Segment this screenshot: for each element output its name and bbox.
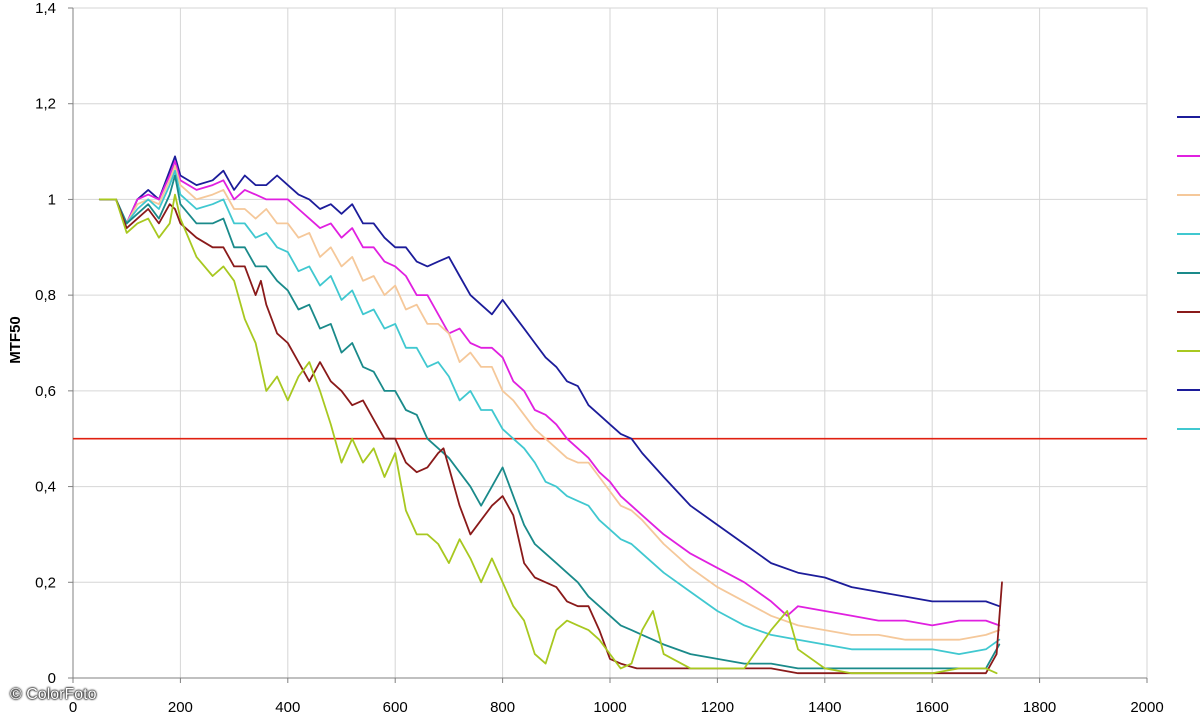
axes — [68, 7, 1148, 683]
x-tick-label: 1400 — [808, 699, 841, 716]
y-tick-label: 0,4 — [35, 479, 56, 496]
y-tick-label: 0 — [48, 670, 56, 687]
x-tick-label: 2000 — [1130, 699, 1163, 716]
grid-lines — [72, 7, 1148, 679]
y-axis-title: MTF50 — [7, 316, 24, 364]
x-tick-label: 800 — [490, 699, 515, 716]
series-line-3 — [98, 164, 1001, 641]
y-tick-label: 0,6 — [35, 383, 56, 400]
series-line-1 — [98, 155, 1001, 608]
x-tick-label: 1200 — [701, 699, 734, 716]
y-tick-label: 0,8 — [35, 287, 56, 304]
x-tick-label: 400 — [275, 699, 300, 716]
y-tick-labels: 0 0,2 0,4 0,6 0,8 1 1,2 1,4 — [35, 0, 56, 687]
x-tick-label: 200 — [168, 699, 193, 716]
series-line-5 — [98, 174, 1001, 670]
series-line-6 — [98, 198, 1003, 675]
series-line-2 — [98, 160, 1001, 627]
series-line-7 — [98, 193, 998, 675]
x-tick-label: 600 — [383, 699, 408, 716]
legend — [1177, 116, 1200, 430]
watermark-label: © ColorFoto — [10, 686, 97, 703]
series-lines — [98, 155, 1003, 675]
x-tick-labels: 0 200 400 600 800 1000 1200 1400 1600 1800 2000 — [69, 699, 1164, 716]
x-tick-label: 0 — [69, 699, 77, 716]
series-line-4 — [98, 169, 1001, 655]
y-tick-label: 1,2 — [35, 96, 56, 113]
x-tick-label: 1000 — [593, 699, 626, 716]
y-tick-label: 1,4 — [35, 0, 56, 17]
x-tick-label: 1600 — [916, 699, 949, 716]
y-tick-label: 1 — [48, 191, 56, 208]
x-tick-label: 1800 — [1023, 699, 1056, 716]
y-tick-label: 0,2 — [35, 574, 56, 591]
